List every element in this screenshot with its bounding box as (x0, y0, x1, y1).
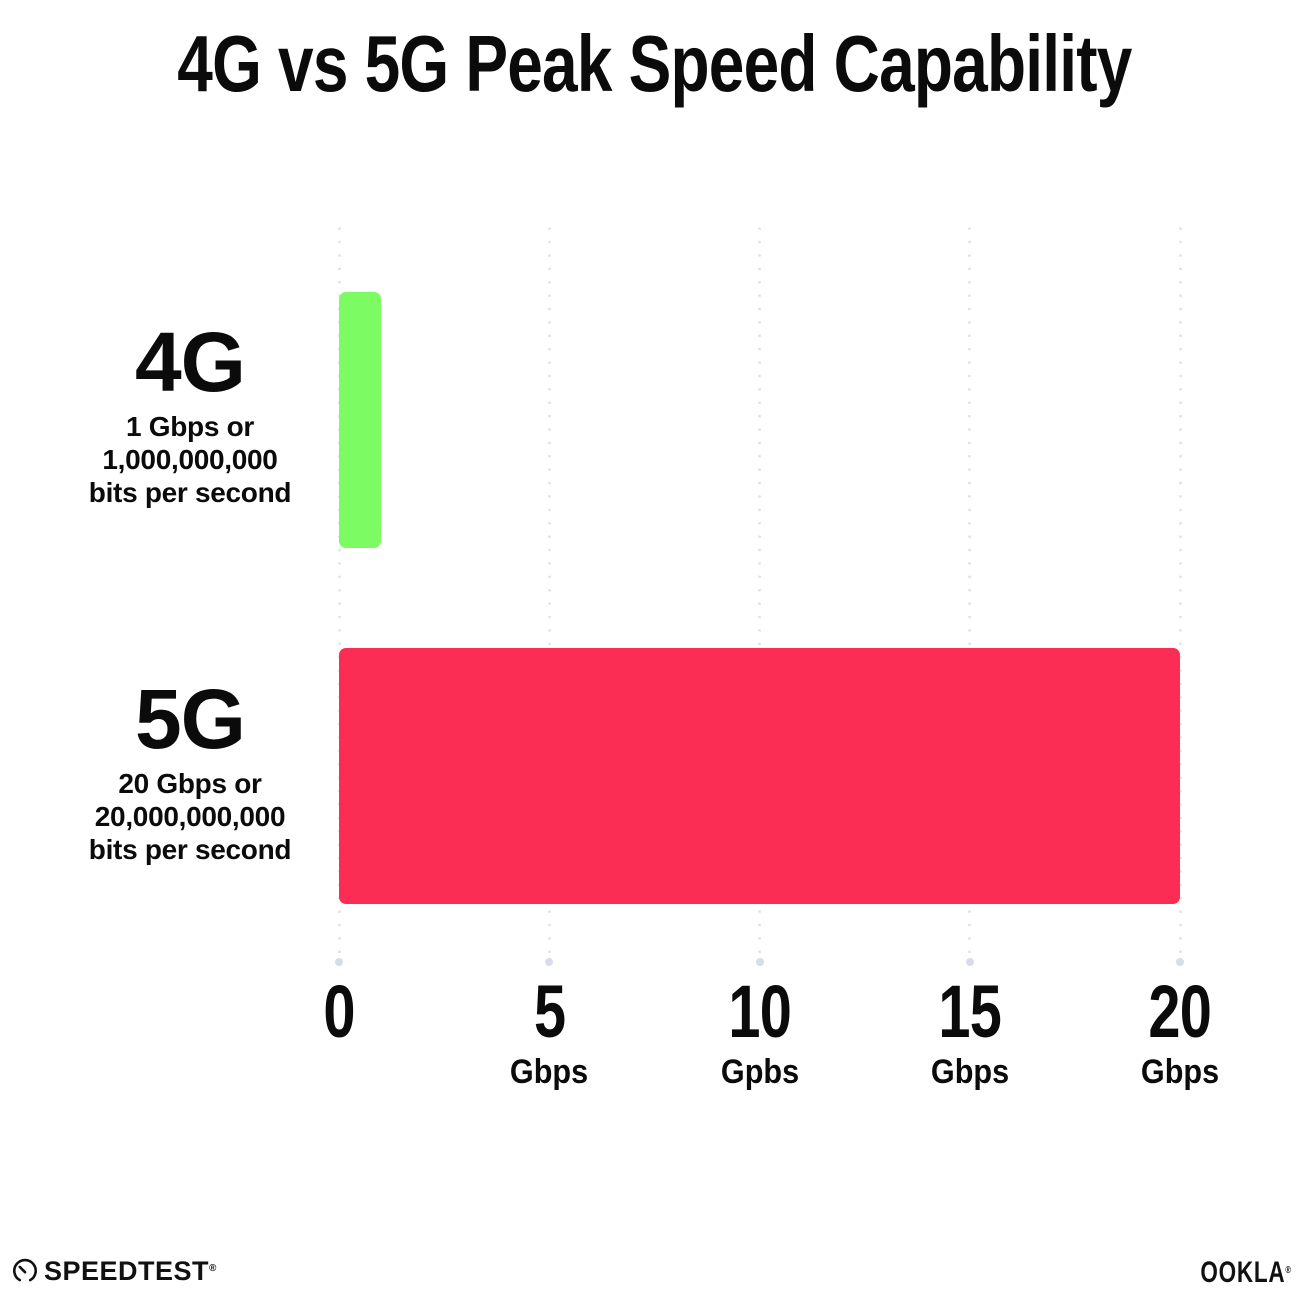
gridline-5 (545, 222, 554, 966)
desc-line: 1,000,000,000 (102, 444, 278, 475)
x-tick-number: 0 (319, 975, 359, 1049)
row-label-4g: 4G 1 Gbps or 1,000,000,000 bits per seco… (60, 320, 320, 509)
x-tick-number-text: 10 (728, 970, 791, 1053)
x-tick-20: 20 Gbps (1137, 975, 1224, 1090)
x-tick-number-text: 0 (323, 970, 355, 1053)
speedtest-logo: SPEEDTEST® (12, 1256, 217, 1286)
x-tick-5: 5 Gbps (506, 975, 593, 1090)
x-tick-unit-text: Gpbs (720, 1053, 799, 1091)
speedtest-wordmark-text: SPEEDTEST (44, 1256, 210, 1286)
gridline-10 (755, 222, 764, 966)
category-desc-4g: 1 Gbps or 1,000,000,000 bits per second (60, 410, 320, 509)
bar-5g (339, 648, 1180, 904)
trademark-symbol: ® (209, 1263, 217, 1274)
x-tick-unit-text: Gbps (1140, 1053, 1220, 1091)
x-tick-15: 15 Gbps (926, 975, 1013, 1090)
x-tick-number: 10 (716, 975, 803, 1049)
speedtest-wordmark: SPEEDTEST® (44, 1256, 217, 1286)
desc-line: 20 Gbps or (118, 768, 262, 799)
x-tick-10: 10 Gpbs (716, 975, 803, 1090)
bar-4g (339, 292, 382, 548)
category-label-4g: 4G (134, 315, 246, 409)
gridline-0 (335, 222, 343, 966)
gridline-15 (965, 222, 974, 966)
chart-title: 4G vs 5G Peak Speed Capability (0, 22, 1308, 106)
x-tick-unit: Gbps (1137, 1055, 1224, 1089)
ookla-logo: OOKLA® (1170, 1258, 1292, 1288)
desc-line: 20,000,000,000 (94, 801, 286, 832)
desc-line: bits per second (88, 834, 292, 865)
x-tick-number: 15 (926, 975, 1013, 1049)
x-tick-number: 5 (506, 975, 593, 1049)
category-label-5g: 5G (134, 672, 246, 766)
speedometer-gauge-icon (13, 1258, 37, 1282)
chart-title-text: 4G vs 5G Peak Speed Capability (176, 19, 1132, 108)
x-tick-number-text: 5 (533, 970, 566, 1053)
row-label-5g: 5G 20 Gbps or 20,000,000,000 bits per se… (60, 677, 320, 866)
x-tick-number: 20 (1137, 975, 1224, 1049)
x-tick-unit: Gpbs (716, 1055, 803, 1089)
trademark-symbol: ® (1285, 1265, 1292, 1276)
x-tick-number-text: 20 (1148, 970, 1212, 1053)
ookla-wordmark-text: OOKLA (1200, 1256, 1286, 1289)
x-tick-unit: Gbps (506, 1055, 593, 1089)
gridline-20 (1176, 222, 1184, 966)
x-tick-unit-text: Gbps (930, 1053, 1009, 1091)
x-tick-0: 0 (319, 975, 359, 1089)
x-tick-number-text: 15 (938, 970, 1002, 1053)
desc-line: bits per second (88, 477, 292, 508)
ookla-wordmark: OOKLA® (1201, 1258, 1292, 1288)
x-tick-unit: Gbps (926, 1055, 1013, 1089)
x-tick-unit-text: Gbps (510, 1053, 589, 1091)
x-tick-unit (319, 1055, 359, 1089)
desc-line: 1 Gbps or (126, 411, 254, 442)
category-desc-5g: 20 Gbps or 20,000,000,000 bits per secon… (60, 767, 320, 866)
